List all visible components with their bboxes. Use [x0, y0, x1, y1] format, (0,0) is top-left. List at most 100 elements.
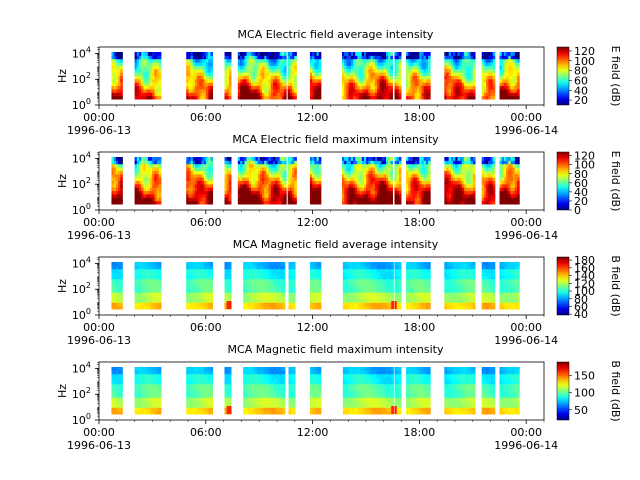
heatmap-cell [372, 173, 376, 178]
heatmap-cell [444, 78, 447, 83]
heatmap-cell [294, 180, 297, 185]
heatmap-cell [512, 170, 516, 175]
heatmap-cell [266, 187, 270, 192]
heatmap-cell [190, 62, 194, 66]
heatmap-cell [510, 68, 514, 73]
heatmap-cell [318, 68, 322, 73]
heatmap-cell [195, 272, 198, 276]
heatmap-cell [406, 197, 409, 202]
heatmap-cell [210, 262, 214, 266]
heatmap-cell [120, 78, 123, 83]
heatmap-cell [417, 167, 420, 171]
heatmap-cell [192, 285, 196, 290]
heatmap-cell [266, 170, 270, 175]
heatmap-cell [492, 173, 496, 178]
heatmap-cell [120, 58, 123, 63]
heatmap-cell [134, 295, 138, 300]
heatmap-cell [444, 55, 447, 60]
heatmap-cell [192, 282, 196, 286]
heatmap-cell [115, 52, 119, 56]
heatmap-cell [242, 163, 245, 168]
heatmap-cell [287, 55, 291, 60]
heatmap-cell [282, 288, 286, 293]
heatmap-cell [450, 78, 454, 83]
heatmap-cell [466, 180, 469, 185]
heatmap-cell [244, 65, 248, 70]
heatmap-cell [344, 62, 347, 66]
heatmap-cell [388, 193, 391, 198]
heatmap-cell [226, 197, 230, 202]
heatmap-cell [369, 262, 372, 266]
heatmap-cell [242, 167, 245, 171]
heatmap-cell [208, 78, 211, 83]
heatmap-cell [143, 75, 146, 80]
heatmap-cell [370, 183, 374, 188]
heatmap-cell [143, 285, 146, 290]
heatmap-cell [186, 75, 189, 80]
heatmap-cell [228, 262, 232, 266]
heatmap-cell [398, 288, 402, 293]
heatmap-cell [267, 282, 270, 286]
heatmap-cell [206, 58, 209, 63]
heatmap-cell [309, 193, 313, 198]
heatmap-cell [417, 85, 420, 90]
heatmap-cell [256, 275, 259, 280]
heatmap-cell [508, 180, 511, 185]
heatmap-cell [264, 177, 267, 181]
heatmap-cell [152, 163, 155, 168]
heatmap-cell [259, 52, 263, 56]
heatmap-cell [446, 170, 450, 175]
heatmap-cell [410, 190, 414, 195]
heatmap-cell [390, 187, 393, 192]
heatmap-cell [208, 82, 211, 87]
heatmap-cell [262, 82, 265, 87]
heatmap-cell [195, 275, 198, 280]
heatmap-cell [341, 92, 345, 97]
heatmap-cell [419, 92, 422, 97]
heatmap-cell [246, 197, 250, 202]
heatmap-cell [259, 177, 263, 181]
heatmap-cell [386, 265, 390, 270]
heatmap-cell [461, 173, 465, 178]
heatmap-cell [246, 163, 250, 168]
heatmap-cell [396, 265, 400, 270]
heatmap-cell [370, 180, 374, 185]
heatmap-cell [361, 68, 365, 73]
heatmap-cell [201, 200, 205, 205]
heatmap-cell [281, 62, 285, 66]
heatmap-cell [380, 302, 383, 307]
heatmap-cell [154, 288, 157, 293]
heatmap-cell [385, 58, 389, 63]
heatmap-cell [186, 95, 189, 100]
heatmap-cell [368, 95, 371, 100]
heatmap-cell [374, 187, 378, 192]
heatmap-cell [145, 92, 149, 97]
heatmap-cell [481, 190, 485, 195]
heatmap-cell [425, 88, 429, 93]
heatmap-cell [134, 292, 138, 297]
heatmap-cell [188, 82, 192, 87]
heatmap-cell [154, 298, 157, 303]
heatmap-cell [197, 163, 200, 168]
heatmap-cell [206, 278, 209, 283]
heatmap-cell [248, 193, 252, 198]
heatmap-cell [279, 157, 283, 161]
heatmap-cell [141, 305, 144, 310]
heatmap-cell [156, 82, 160, 87]
heatmap-cell [312, 173, 315, 178]
chart-panel-3: MCA Magnetic field average intensity1041… [56, 238, 622, 347]
heatmap-cell [290, 295, 294, 300]
heatmap-cell [417, 163, 420, 168]
heatmap-cell [262, 278, 266, 283]
heatmap-cell [201, 183, 205, 188]
heatmap-cell [150, 170, 153, 175]
heatmap-cell [380, 292, 383, 297]
heatmap-cell [203, 265, 207, 270]
heatmap-cell [139, 275, 142, 280]
heatmap-cell [377, 55, 380, 60]
heatmap-cell [237, 52, 241, 56]
heatmap-cell [370, 65, 374, 70]
heatmap-cell [314, 292, 317, 297]
heatmap-cell [145, 85, 149, 90]
heatmap-cell [143, 88, 146, 93]
